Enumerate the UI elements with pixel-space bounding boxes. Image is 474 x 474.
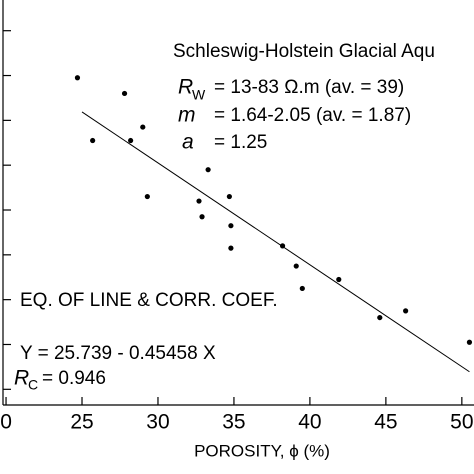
point [377, 314, 383, 321]
annotation: = 1.25 [214, 132, 267, 153]
annotation: C [28, 377, 38, 393]
annotation: Y = 25.739 - 0.45458 X [20, 343, 216, 364]
annotation: W [192, 87, 206, 103]
x-tick-label: 35 [222, 411, 245, 434]
point [144, 193, 150, 200]
point [228, 245, 234, 251]
point [299, 285, 305, 292]
chart-title: Schleswig-Holstein Glacial Aqu [173, 41, 435, 62]
point [293, 263, 299, 269]
point [196, 198, 202, 204]
point [336, 276, 342, 283]
x-tick-label: 45 [374, 411, 397, 434]
point [90, 137, 96, 144]
point [140, 124, 146, 130]
annotation: = 1.64-2.05 (av. = 1.87) [214, 105, 411, 126]
point [466, 339, 473, 345]
annotation: R [14, 367, 29, 390]
x-tick-label: 0 [0, 411, 12, 434]
point [226, 193, 232, 200]
annotation: = 13-83 Ω.m (av. = 39) [214, 77, 404, 98]
annotation: = 0.946 [42, 368, 106, 389]
point [128, 137, 134, 144]
point [205, 167, 211, 173]
annotation: a [182, 131, 194, 154]
point [403, 308, 409, 314]
point [199, 214, 205, 220]
point [74, 75, 81, 81]
annotation: EQ. OF LINE & CORR. COEF. [20, 290, 278, 311]
x-tick-label: 30 [146, 411, 169, 434]
annotation: m [178, 104, 196, 127]
point [279, 243, 286, 249]
x-tick-label: 50 [450, 411, 473, 434]
x-tick-label: 25 [70, 411, 93, 434]
annotation: R [178, 76, 193, 99]
point [228, 223, 234, 229]
regression-line [81, 111, 470, 373]
point [121, 90, 128, 97]
x-axis-label: POROSITY, ϕ (%) [194, 441, 330, 460]
x-tick-label: 40 [298, 411, 321, 434]
